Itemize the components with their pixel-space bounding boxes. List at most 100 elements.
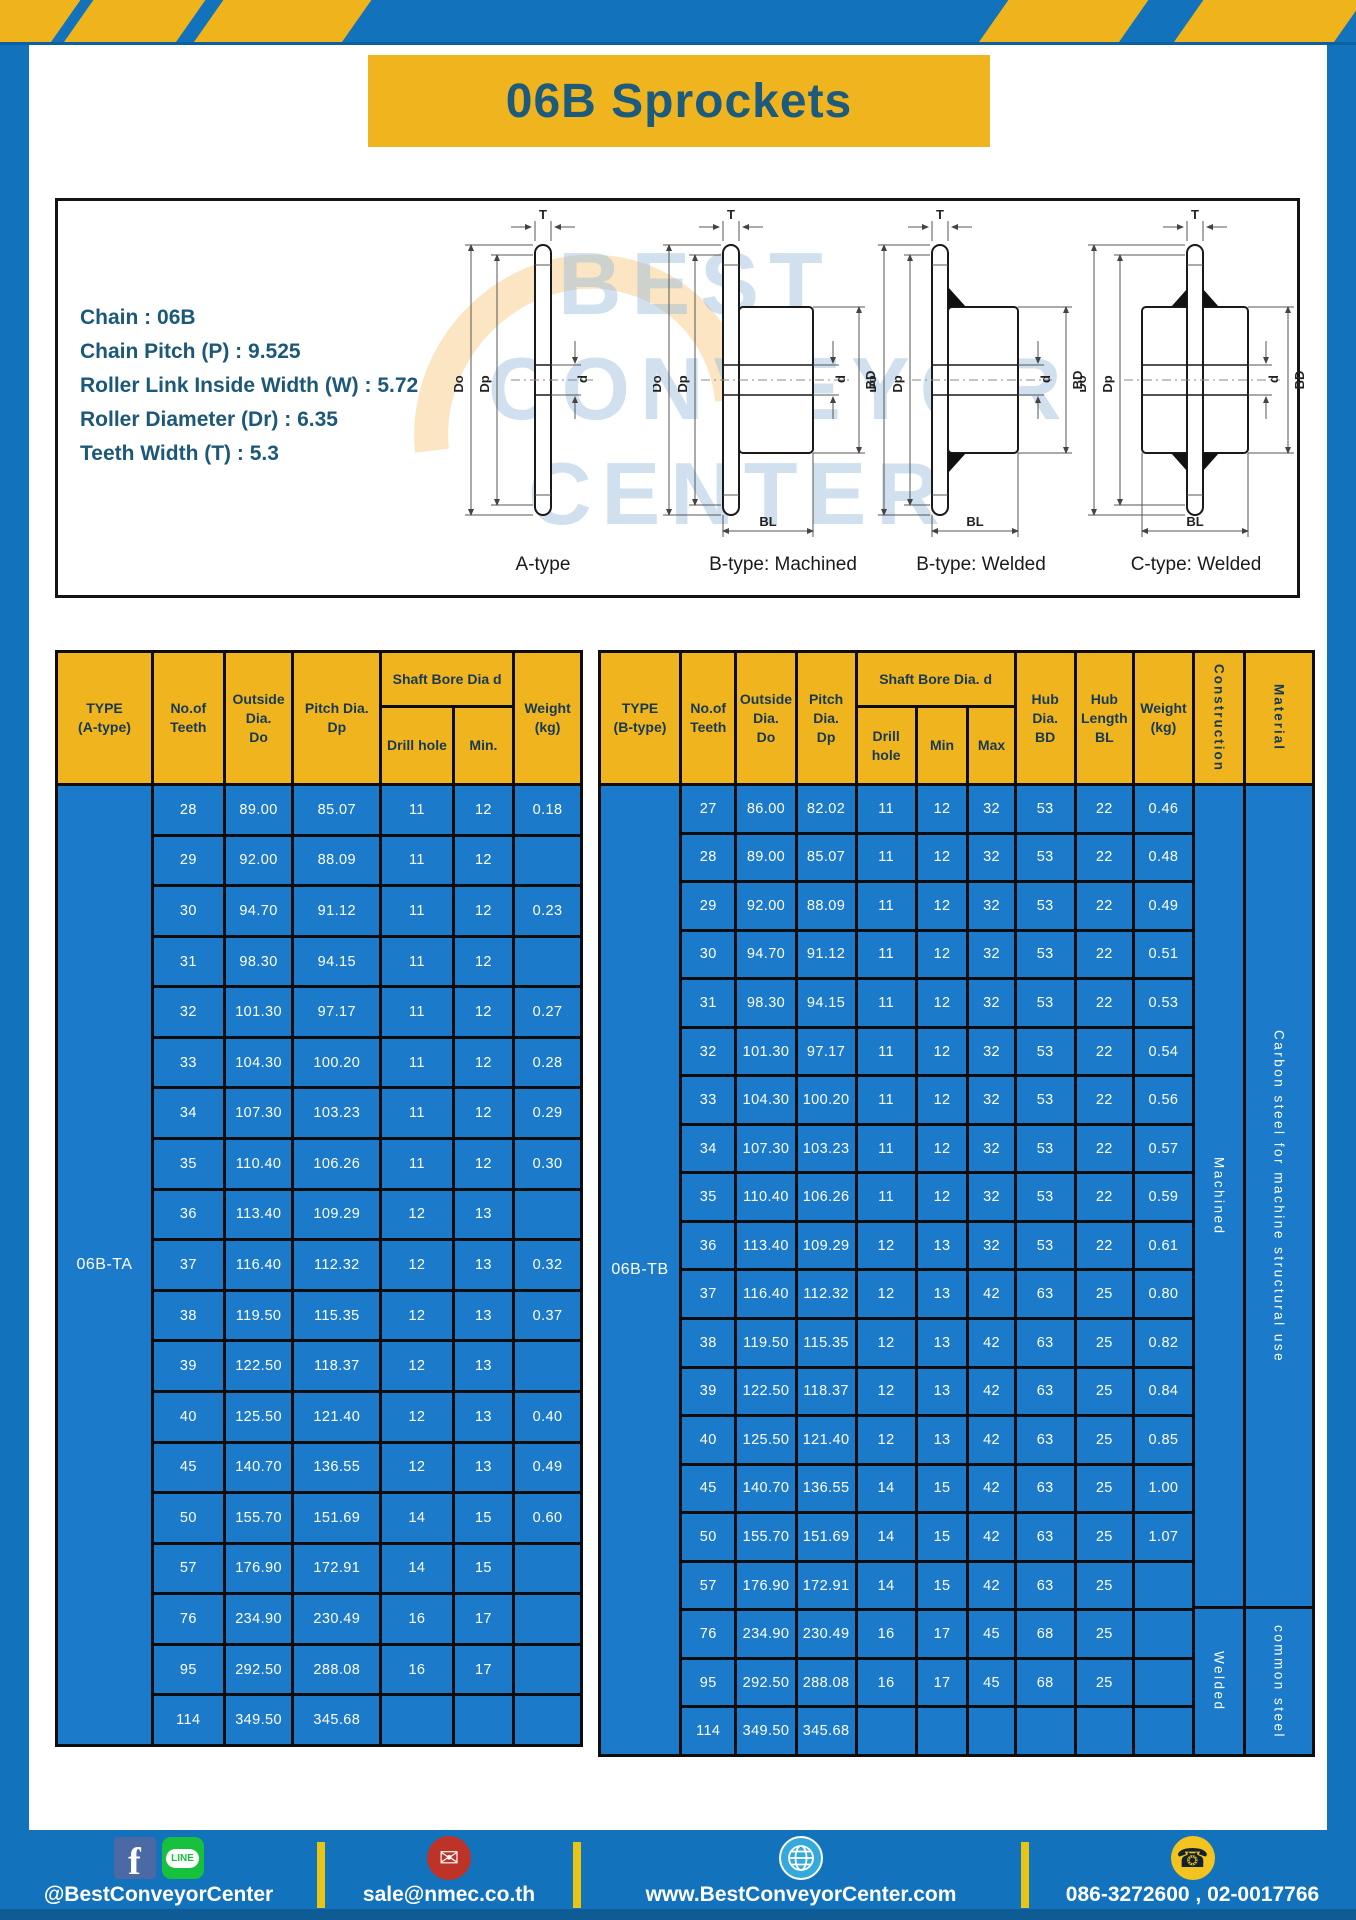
table-cell: 94.15 [294, 937, 380, 986]
table-cell: 12 [454, 988, 513, 1036]
table-cell: 53 [1016, 1125, 1074, 1172]
table-b-header: TYPE (B-type) No.of Teeth Outside Dia. D… [601, 653, 1312, 783]
table-cell: 42 [969, 1320, 1014, 1366]
table-cell: 12 [382, 1241, 452, 1289]
table-cell [515, 937, 580, 986]
table-cell: 25 [1076, 1514, 1132, 1560]
table-cell: 14 [857, 1562, 915, 1609]
table-cell: 17 [917, 1659, 967, 1706]
table-cell: 25 [1076, 1368, 1132, 1415]
table-cell: 115.35 [294, 1291, 380, 1340]
footer-email-section: ✉ sale@nmec.co.th [325, 1830, 573, 1920]
table-cell: 345.68 [797, 1708, 855, 1754]
table-cell: 11 [382, 786, 452, 834]
table-cell: 50 [682, 1514, 735, 1560]
column-header-shaft-bore: Shaft Bore Dia. d [857, 653, 1014, 705]
table-cell [1076, 1708, 1132, 1754]
top-border-band [0, 0, 1356, 45]
b-type-welded-diagram: T Do Dp [870, 207, 1085, 537]
table-cell: 103.23 [294, 1089, 380, 1138]
table-cell: 94.70 [737, 931, 795, 978]
dim-label-bd: BD [1070, 371, 1085, 390]
stripe-decoration [1169, 0, 1356, 42]
footer-divider [1021, 1842, 1029, 1908]
table-cell: 53 [1016, 980, 1074, 1026]
table-cell: 12 [382, 1392, 452, 1441]
table-cell: 13 [917, 1222, 967, 1269]
website-text: www.BestConveyorCenter.com [645, 1883, 957, 1906]
table-cell: 36 [682, 1222, 735, 1269]
table-cell: 32 [969, 883, 1014, 929]
dim-label-do: Do [653, 375, 664, 392]
table-cell: 36 [154, 1190, 223, 1239]
table-cell: 92.00 [737, 883, 795, 929]
table-cell: 11 [857, 834, 915, 881]
spec-line: Chain Pitch (P) : 9.525 [80, 340, 301, 363]
table-cell: 28 [682, 834, 735, 881]
table-cell: 42 [969, 1465, 1014, 1512]
a-type-diagram: T Do Dp [453, 207, 593, 516]
drawing-caption: C-type: Welded [1130, 554, 1262, 575]
table-cell: 35 [682, 1174, 735, 1220]
table-cell: 31 [682, 980, 735, 1026]
table-cell: 0.84 [1134, 1368, 1192, 1415]
table-cell: 0.32 [515, 1241, 580, 1289]
table-cell: 12 [857, 1222, 915, 1269]
material-column: Carbon steel for machine structural use … [1246, 786, 1312, 1754]
table-cell: 32 [969, 834, 1014, 881]
table-cell: 11 [382, 1140, 452, 1188]
table-cell: 122.50 [737, 1368, 795, 1415]
dim-label-d: d [1038, 375, 1053, 383]
table-cell: 0.46 [1134, 786, 1192, 832]
table-cell: 12 [382, 1190, 452, 1239]
table-cell: 12 [917, 1125, 967, 1172]
table-cell: 155.70 [225, 1494, 292, 1542]
column-header-type: TYPE (A-type) [58, 653, 151, 783]
table-cell: 98.30 [225, 937, 292, 986]
table-cell: 57 [682, 1562, 735, 1609]
table-cell: 22 [1076, 1174, 1132, 1220]
footer-social-section: f LINE @BestConveyorCenter [0, 1830, 317, 1920]
b-type-machined-diagram: T Do Dp [653, 207, 878, 537]
table-cell: 11 [857, 883, 915, 929]
table-cell: 104.30 [225, 1038, 292, 1087]
material-carbon-steel-cell: Carbon steel for machine structural use [1246, 786, 1312, 1607]
table-cell: 0.37 [515, 1291, 580, 1340]
table-cell: 12 [917, 1174, 967, 1220]
table-cell: 109.29 [797, 1222, 855, 1269]
table-cell: 15 [917, 1465, 967, 1512]
table-cell: 0.49 [515, 1443, 580, 1492]
table-cell: 114 [154, 1696, 223, 1744]
table-a-type: TYPE (A-type) No.of Teeth Outside Dia. D… [55, 650, 583, 1747]
table-cell: 32 [154, 988, 223, 1036]
table-cell: 0.53 [1134, 980, 1192, 1026]
table-cell: 1.07 [1134, 1514, 1192, 1560]
table-cell: 89.00 [225, 786, 292, 834]
column-header-weight: Weight (kg) [1134, 653, 1192, 783]
table-cell: 12 [917, 1077, 967, 1123]
table-cell: 0.30 [515, 1140, 580, 1188]
table-cell: 12 [454, 836, 513, 885]
table-cell: 112.32 [294, 1241, 380, 1289]
table-cell: 115.35 [797, 1320, 855, 1366]
dim-label-bl: BL [759, 514, 776, 529]
table-a-body: 06B-TA 28 89.00 85.07 11 12 0.18 29 92.00 88.09 1… [58, 786, 580, 1744]
table-cell: 14 [857, 1465, 915, 1512]
table-cell: 32 [969, 931, 1014, 978]
table-cell: 0.51 [1134, 931, 1192, 978]
table-cell: 25 [1076, 1417, 1132, 1463]
table-cell: 12 [382, 1291, 452, 1340]
table-cell: 292.50 [737, 1659, 795, 1706]
table-cell: 15 [917, 1562, 967, 1609]
table-cell: 45 [682, 1465, 735, 1512]
table-cell: 32 [682, 1028, 735, 1075]
table-cell: 13 [917, 1320, 967, 1366]
column-header-drill-hole: Drill hole [382, 708, 452, 783]
table-cell: 14 [382, 1544, 452, 1593]
column-header-hub-length: Hub Length BL [1076, 653, 1132, 783]
table-cell: 32 [969, 1077, 1014, 1123]
table-cell: 14 [382, 1494, 452, 1542]
table-cell: 11 [382, 887, 452, 935]
table-cell: 28 [154, 786, 223, 834]
column-header-outside-dia: Outside Dia. Do [737, 653, 795, 783]
